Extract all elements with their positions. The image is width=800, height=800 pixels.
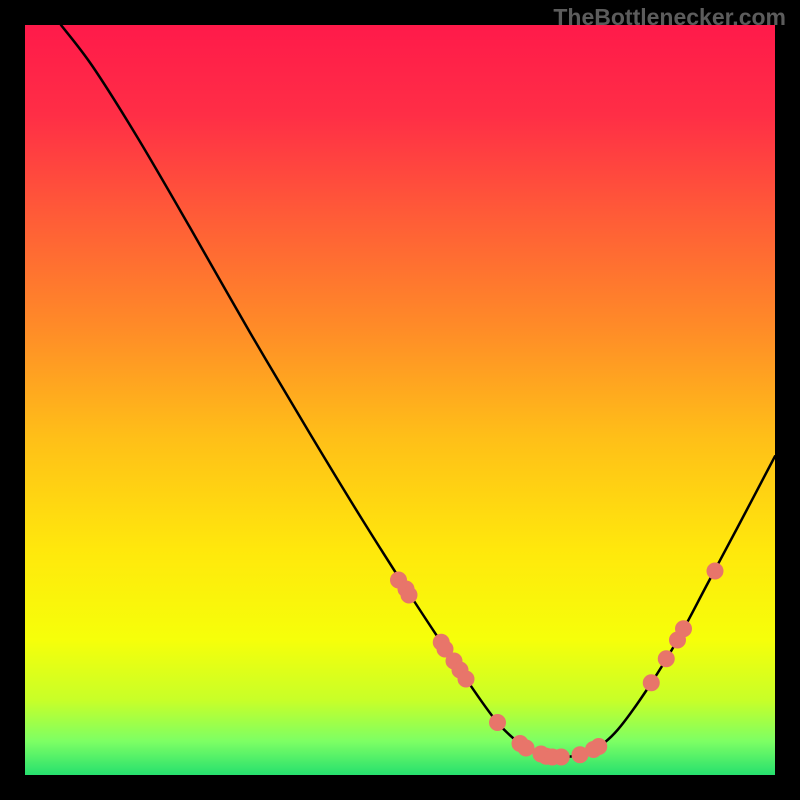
- curve-marker: [553, 749, 569, 765]
- curve-marker: [643, 675, 659, 691]
- curve-marker: [658, 651, 674, 667]
- chart-svg: [0, 0, 800, 800]
- curve-marker: [518, 740, 534, 756]
- curve-marker: [676, 621, 692, 637]
- curve-marker: [707, 563, 723, 579]
- curve-marker: [591, 739, 607, 755]
- curve-marker: [458, 671, 474, 687]
- bottleneck-chart: TheBottlenecker.com: [0, 0, 800, 800]
- watermark-text: TheBottlenecker.com: [553, 4, 786, 31]
- curve-marker: [490, 715, 506, 731]
- curve-marker: [401, 587, 417, 603]
